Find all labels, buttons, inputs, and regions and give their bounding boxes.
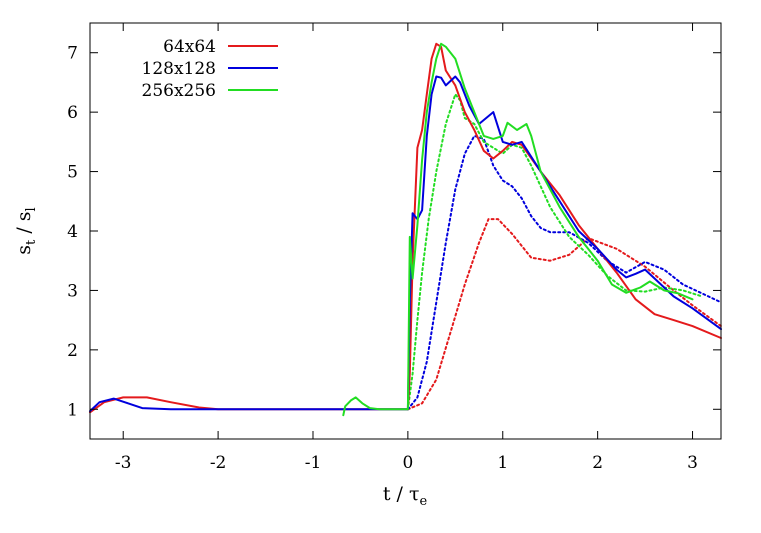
y-tick-label: 7 [67, 44, 78, 64]
y-axis-label: st / sl [13, 207, 39, 254]
series-line-128x128 [89, 75, 722, 413]
y-tick-label: 2 [67, 341, 78, 361]
x-tick-label: -1 [305, 453, 322, 473]
y-tick-label: 1 [67, 400, 78, 420]
y-axis: 1 2 3 4 5 6 7 [67, 44, 721, 420]
series-line-dotted-3 [406, 218, 722, 411]
x-tick-label: -3 [115, 453, 132, 473]
y-tick-label: 5 [67, 163, 78, 183]
x-tick-label: 0 [402, 453, 413, 473]
legend-entry-label: 128x128 [142, 59, 216, 79]
series-line-dotted-5 [406, 93, 703, 411]
series-line-dotted-4 [406, 134, 722, 411]
y-tick-label: 6 [67, 103, 78, 123]
y-tick-label: 3 [67, 281, 78, 301]
x-tick-label: 3 [687, 453, 698, 473]
x-axis-label: t / τe [383, 483, 428, 509]
series-layer [89, 42, 722, 417]
y-tick-label: 4 [67, 222, 78, 242]
x-tick-label: -2 [210, 453, 227, 473]
series-line-256x256 [342, 42, 694, 417]
legend-entry-label: 64x64 [163, 37, 216, 57]
x-tick-label: 1 [497, 453, 508, 473]
x-tick-label: 2 [592, 453, 603, 473]
legend-entry-label: 256x256 [142, 81, 216, 101]
x-axis: -3 -2 -1 0 1 2 3 [115, 23, 698, 473]
